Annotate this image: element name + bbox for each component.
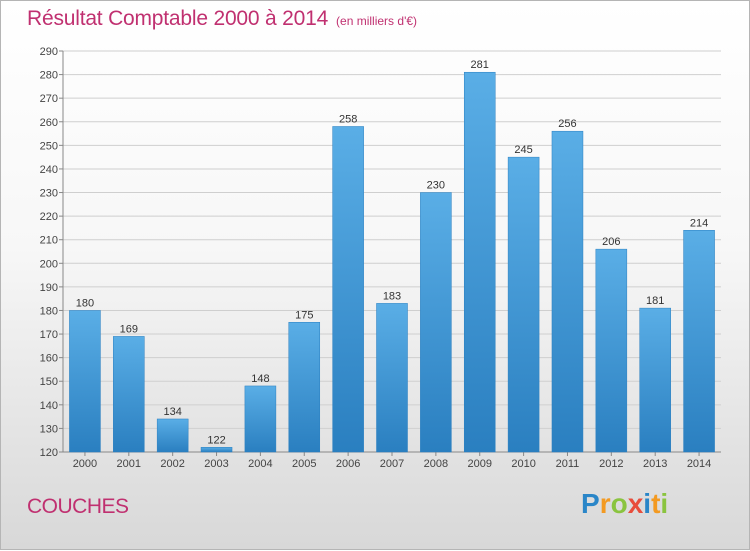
proxiti-logo: Proxiti — [581, 488, 669, 519]
y-tick-label: 210 — [40, 235, 58, 247]
bar — [463, 71, 496, 453]
y-tick-label: 130 — [40, 423, 58, 435]
y-tick-label: 180 — [40, 305, 58, 317]
data-label: 214 — [690, 217, 708, 229]
bar — [288, 322, 321, 453]
data-label: 148 — [251, 373, 269, 385]
bar — [376, 303, 408, 453]
x-tick-label: 2005 — [292, 458, 316, 470]
bar — [639, 307, 671, 453]
bar — [683, 230, 715, 453]
data-label: 134 — [163, 406, 181, 418]
bar — [551, 130, 584, 453]
y-tick-label: 160 — [40, 353, 58, 365]
axes: 120 130 140 150 160 170 180 190 200 210 220 230 240 2… — [40, 46, 721, 470]
data-label: 206 — [602, 236, 620, 248]
y-tick-label: 260 — [40, 117, 58, 129]
x-tick-label: 2002 — [160, 458, 184, 470]
data-label: 245 — [514, 144, 532, 156]
y-tick-label: 220 — [40, 211, 58, 223]
data-labels: 180 169 134 122 148 175 258 183 230 281 245 256 206 1… — [76, 59, 708, 446]
x-tick-label: 2014 — [687, 458, 711, 470]
x-tick-label: 2003 — [204, 458, 228, 470]
y-tick-label: 250 — [40, 140, 58, 152]
chart-subtitle: (en milliers d'€) — [336, 14, 418, 28]
y-tick-label: 170 — [40, 329, 58, 341]
y-tick-label: 230 — [40, 188, 58, 200]
bar — [507, 156, 540, 453]
data-label: 281 — [471, 59, 489, 71]
x-tick-label: 2010 — [511, 458, 535, 470]
y-tick-label: 280 — [40, 70, 58, 82]
data-label: 122 — [207, 434, 225, 446]
data-label: 169 — [120, 323, 138, 335]
x-tick-label: 2011 — [556, 458, 580, 470]
y-tick-label: 290 — [40, 46, 58, 58]
bar — [200, 447, 233, 453]
y-tick-label: 150 — [40, 376, 58, 388]
x-tick-label: 2007 — [380, 458, 404, 470]
x-tick-label: 2000 — [73, 458, 97, 470]
x-tick-label: 2008 — [424, 458, 448, 470]
data-label: 180 — [76, 297, 94, 309]
y-tick-label: 140 — [40, 400, 58, 412]
y-tick-label: 200 — [40, 258, 58, 270]
x-tick-label: 2006 — [336, 458, 360, 470]
bar — [595, 248, 628, 453]
bar — [69, 310, 101, 453]
bar — [420, 192, 452, 453]
x-tick-label: 2013 — [643, 458, 667, 470]
bar — [113, 336, 145, 453]
x-tick-label: 2009 — [467, 458, 491, 470]
data-label: 175 — [295, 309, 313, 321]
x-tick-label: 2012 — [599, 458, 623, 470]
y-tick-label: 190 — [40, 282, 58, 294]
data-label: 230 — [427, 180, 445, 192]
data-label: 183 — [383, 290, 401, 302]
x-tick-label: 2001 — [117, 458, 141, 470]
y-tick-label: 240 — [40, 164, 58, 176]
data-label: 258 — [339, 113, 357, 125]
data-label: 181 — [646, 295, 664, 307]
bar — [156, 418, 189, 453]
bar — [332, 126, 364, 453]
chart-title-text: Résultat Comptable 2000 à 2014 — [27, 7, 329, 30]
chart-title: Résultat Comptable 2000 à 2014 (en millie… — [27, 7, 417, 31]
y-tick-label: 120 — [40, 447, 58, 459]
data-label: 256 — [558, 118, 576, 130]
y-tick-label: 270 — [40, 93, 58, 105]
bar — [244, 385, 277, 453]
x-tick-label: 2004 — [248, 458, 272, 470]
bars — [69, 71, 715, 453]
place-name: COUCHES — [27, 495, 129, 518]
